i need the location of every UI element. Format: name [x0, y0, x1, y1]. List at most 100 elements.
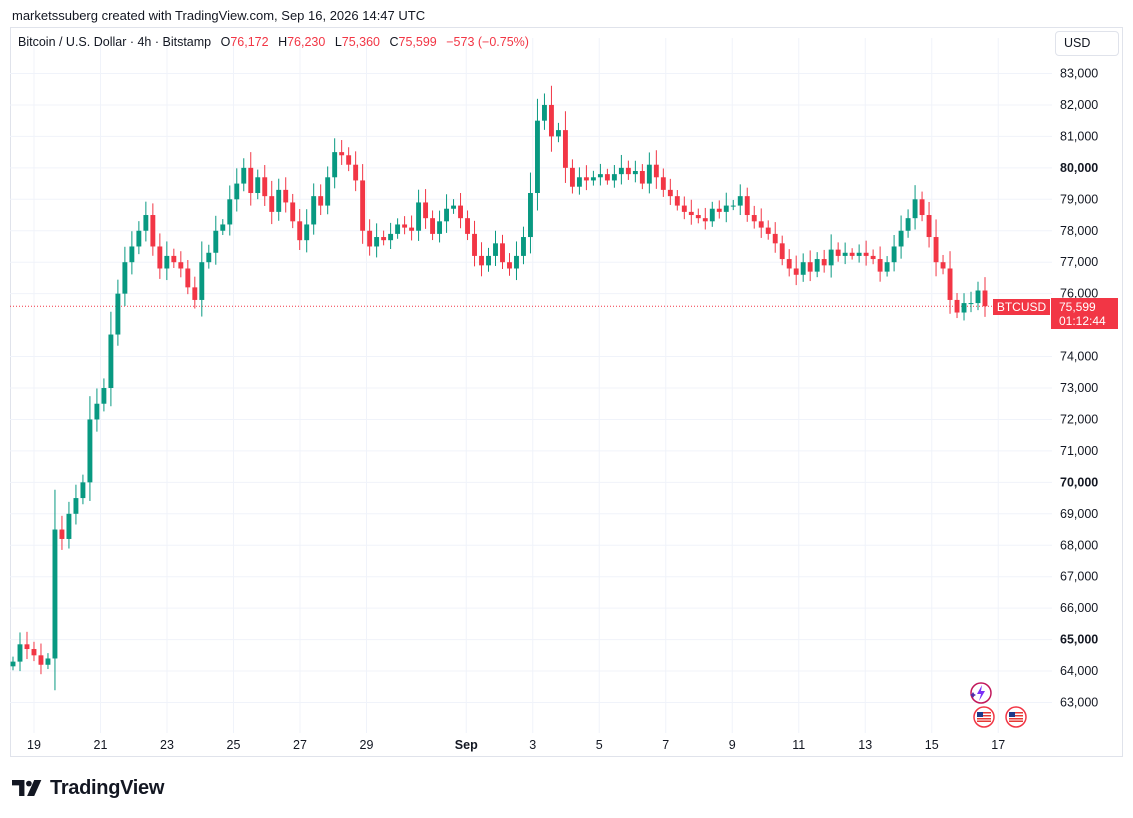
candle-body [157, 246, 163, 269]
candle-body [751, 215, 757, 222]
candle-body [765, 227, 771, 234]
candle-body [933, 237, 939, 263]
candle-body [73, 498, 79, 514]
candle-body [905, 218, 911, 231]
candle-body [136, 230, 142, 247]
x-tick-label: 17 [991, 738, 1005, 752]
candle-body [940, 262, 946, 269]
candle-body [569, 167, 575, 187]
us-flag-event-icon[interactable] [1005, 706, 1027, 728]
candle-body [395, 224, 401, 234]
currency-button[interactable]: USD [1055, 31, 1119, 56]
candle-body [465, 218, 470, 234]
candle-body [611, 174, 617, 181]
candle-body [150, 215, 156, 247]
candle-body [716, 208, 722, 212]
candle-body [255, 177, 261, 194]
lightning-event-icon[interactable] [970, 682, 992, 704]
candle-body [709, 208, 715, 222]
candle-body [702, 218, 708, 222]
candle-body [472, 233, 477, 256]
candle-body [863, 252, 869, 256]
change-value: −573 (−0.75%) [446, 35, 529, 49]
candle-body [206, 252, 212, 263]
x-tick-label: 25 [227, 738, 241, 752]
candle-body [31, 649, 37, 656]
candle-body [646, 164, 652, 184]
y-tick-label: 72,000 [1060, 412, 1098, 426]
candle-body [912, 199, 918, 219]
candle-body [38, 655, 44, 665]
y-tick-label: 82,000 [1060, 98, 1098, 112]
y-tick-label: 76,000 [1060, 287, 1098, 301]
tradingview-logo-icon [12, 780, 42, 796]
time-axis: 19 21 23 25 27 29 Sep 3 5 7 9 11 13 15 17 [27, 738, 1005, 752]
candle-body [800, 262, 806, 275]
candle-body [374, 237, 380, 247]
x-tick-label: 9 [729, 738, 736, 752]
y-tick-label: 66,000 [1060, 601, 1098, 615]
candle-body [213, 230, 219, 253]
candle-body [59, 529, 65, 539]
candle-body [297, 221, 303, 241]
x-tick-label: 21 [94, 738, 108, 752]
attribution-text: marketssuberg created with TradingView.c… [12, 8, 426, 23]
last-price-tag: 75,599 01:12:44 [1051, 298, 1118, 329]
chart-frame[interactable] [10, 27, 1123, 757]
tradingview-brand[interactable]: TradingView [12, 776, 164, 800]
x-tick-label: 5 [596, 738, 603, 752]
candle-body [891, 246, 897, 263]
us-flag-event-icon[interactable] [973, 706, 995, 728]
candle-body [856, 252, 862, 256]
y-tick-label: 77,000 [1060, 255, 1098, 269]
candle-body [10, 661, 16, 667]
candle-body [521, 237, 526, 256]
candle-body [842, 252, 848, 256]
x-tick-label: Sep [455, 738, 478, 752]
candle-body [961, 303, 967, 313]
candle-body [870, 255, 876, 260]
candle-body [290, 202, 296, 222]
candle-body [926, 215, 932, 238]
candle-body [737, 196, 743, 206]
candle-body [388, 233, 394, 241]
candle-body [982, 290, 988, 307]
candle-body [115, 293, 121, 335]
candle-body [45, 658, 51, 665]
low-value: 75,360 [341, 35, 380, 49]
candle-body [674, 196, 680, 206]
y-tick-label: 83,000 [1060, 67, 1098, 81]
candle-body [416, 202, 422, 231]
candle-body [576, 177, 582, 187]
candle-body [688, 211, 694, 216]
candle-body [786, 259, 792, 269]
candle-body [101, 388, 107, 404]
candle-body [555, 130, 561, 137]
candle-body [639, 170, 645, 184]
candle-body [507, 262, 512, 269]
candle-body [402, 224, 408, 228]
candle-body [227, 199, 233, 225]
x-tick-label: 23 [160, 738, 174, 752]
high-value: 76,230 [287, 35, 326, 49]
x-tick-label: 19 [27, 738, 41, 752]
candle-body [129, 246, 135, 263]
y-tick-label: 81,000 [1060, 129, 1098, 143]
candle-body [262, 177, 268, 197]
symbol-title: Bitcoin / U.S. Dollar · 4h · Bitstamp [18, 35, 212, 49]
close-label: C [389, 35, 399, 49]
candle-body [632, 170, 638, 175]
y-tick-label: 80,000 [1060, 161, 1098, 175]
candle-body [108, 334, 114, 388]
candle-body [535, 120, 540, 194]
candle-body [444, 208, 450, 222]
candle-body [548, 104, 554, 137]
bar-countdown: 01:12:44 [1059, 314, 1106, 328]
close-value: 75,599 [398, 35, 437, 49]
candle-body [409, 227, 415, 231]
candle-body [653, 164, 659, 178]
y-tick-label: 67,000 [1060, 570, 1098, 584]
candle-body [199, 262, 205, 300]
symbol-price-tag: BTCUSD [993, 299, 1050, 315]
